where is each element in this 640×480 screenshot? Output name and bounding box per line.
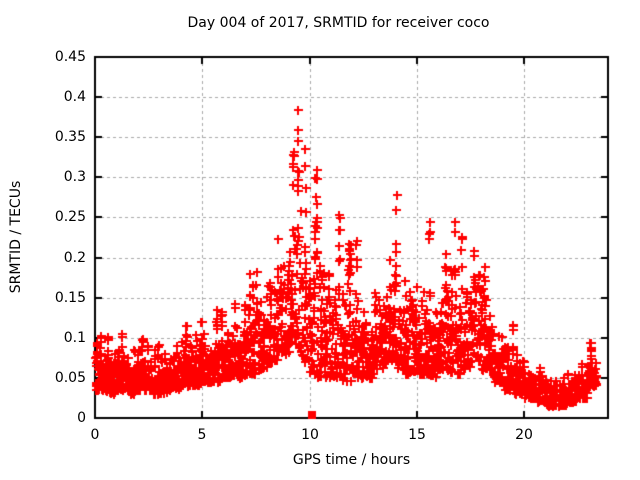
chart-title: Day 004 of 2017, SRMTID for receiver coc… [187,15,490,31]
x-tick-label: 20 [515,427,533,443]
x-tick-label: 15 [408,427,426,443]
y-tick-label: 0 [77,410,86,426]
x-tick-label: 10 [301,427,319,443]
y-tick-label: 0.05 [54,370,86,386]
y-tick-label: 0.1 [63,330,86,346]
y-tick-label: 0.25 [54,209,86,225]
y-tick-label: 0.2 [63,250,86,266]
x-tick-label: 0 [90,427,100,443]
y-tick-label: 0.35 [54,129,86,145]
x-axis-label: GPS time / hours [292,452,411,468]
x-tick-label: 5 [197,427,207,443]
y-tick-label: 0.4 [63,89,86,105]
y-axis-label: SRMTID / TECUs [8,180,24,294]
y-tick-label: 0.45 [54,49,86,65]
y-tick-label: 0.15 [54,290,86,306]
y-tick-label: 0.3 [63,169,86,185]
